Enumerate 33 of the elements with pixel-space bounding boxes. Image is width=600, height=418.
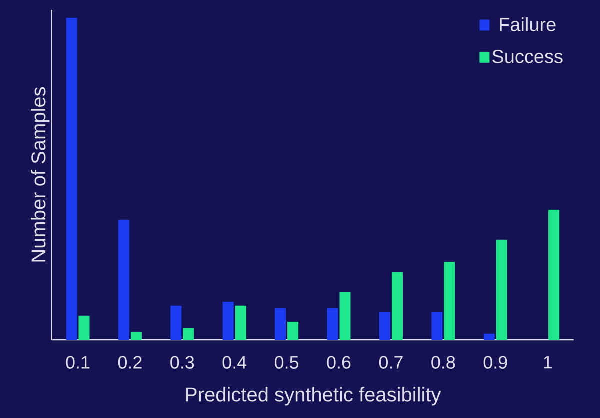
x-tick-label: 0.5	[275, 356, 299, 369]
x-tick-label: 0.4	[222, 356, 247, 369]
x-tick-label: 0.1	[66, 356, 90, 369]
bar	[379, 312, 390, 340]
bar	[183, 328, 194, 340]
bar	[288, 322, 299, 340]
bar	[275, 308, 286, 340]
x-tick-label: 1	[544, 356, 552, 369]
bar	[170, 306, 182, 340]
x-tick-label: 0.9	[484, 356, 508, 369]
x-tick-label: 0.8	[432, 356, 456, 369]
bar	[484, 334, 495, 340]
x-tick-label: 0.2	[118, 356, 142, 369]
y-axis-title: Number of Samples	[31, 87, 50, 262]
x-tick-label: 0.3	[170, 356, 194, 369]
bar	[392, 272, 403, 340]
bar	[327, 308, 338, 340]
bar	[548, 210, 560, 340]
bar	[130, 332, 142, 340]
x-tick-label: 0.7	[379, 356, 403, 369]
bar	[496, 240, 508, 340]
bar	[432, 312, 443, 340]
bar	[340, 292, 351, 340]
bar	[66, 18, 78, 340]
bar	[78, 316, 90, 340]
legend-label: Failure	[500, 17, 556, 32]
bar	[222, 302, 234, 340]
bar	[118, 220, 130, 340]
bar	[235, 306, 246, 340]
x-axis-title: Predicted synthetic feasibility	[186, 387, 442, 406]
x-tick-label: 0.6	[327, 356, 351, 369]
legend-label: Success	[492, 50, 563, 64]
bar	[444, 262, 456, 340]
